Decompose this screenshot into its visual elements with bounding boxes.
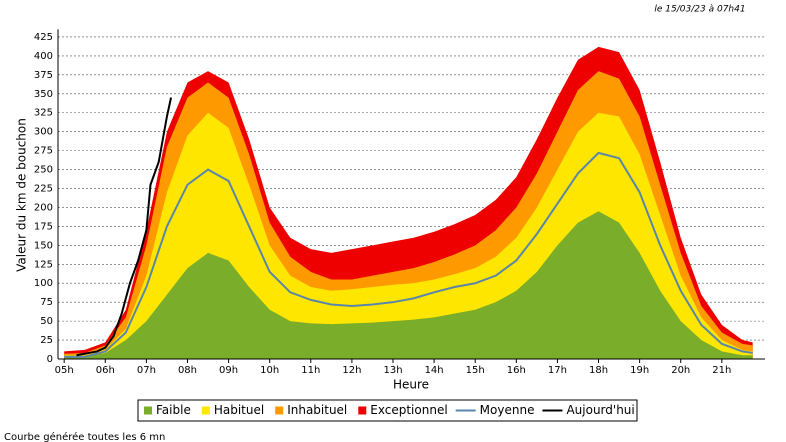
y-tick-label: 225 (34, 184, 53, 195)
y-axis-label: Valeur du km de bouchon (15, 118, 29, 272)
x-tick-label: 18h (589, 365, 608, 376)
x-tick-label: 10h (260, 365, 279, 376)
footer: Courbe générée toutes les 6 mn (4, 431, 165, 442)
legend-swatch (144, 406, 152, 415)
x-tick-label: 12h (342, 365, 361, 376)
legend-label: Inhabituel (287, 403, 347, 417)
y-tick-label: 25 (40, 335, 53, 346)
y-tick-label: 300 (34, 127, 53, 138)
legend-swatch (201, 406, 210, 415)
x-tick-label: 08h (178, 365, 197, 376)
x-tick-label: 09h (219, 365, 238, 376)
line (64, 151, 753, 358)
line (76, 97, 173, 357)
x-tick-label: 20h (671, 365, 690, 376)
x-tick-label: 17h (548, 365, 567, 376)
chart-note: le 15/03/23 à 07h41 (654, 5, 745, 15)
y-tick-label: 125 (34, 259, 53, 270)
y-tick-label: 350 (34, 89, 53, 100)
legend-label: Exceptionnel (370, 403, 447, 417)
y-tick-label: 275 (34, 146, 53, 157)
x-tick-label: 06h (96, 365, 115, 376)
y-tick-label: 75 (40, 297, 53, 308)
y-tick-label: 0 (47, 354, 53, 365)
legend-label: Moyenne (480, 403, 535, 417)
legend-swatch (275, 406, 284, 415)
y-tick-label: 325 (34, 108, 53, 119)
x-tick-label: 13h (383, 365, 402, 376)
y-tick-label: 50 (40, 316, 53, 327)
x-tick-label: 16h (507, 365, 526, 376)
x-tick-label: 07h (137, 365, 156, 376)
area (64, 211, 753, 359)
legend-box (137, 399, 638, 422)
x-tick-label: 05h (55, 365, 74, 376)
y-tick-label: 425 (34, 32, 53, 43)
y-tick-label: 100 (34, 278, 53, 289)
x-tick-label: 19h (630, 365, 649, 376)
x-tick-label: 11h (301, 365, 320, 376)
legend-label: Aujourd'hui (566, 403, 634, 417)
y-tick-label: 175 (34, 221, 53, 232)
y-tick-label: 250 (34, 165, 53, 176)
x-tick-label: 15h (466, 365, 485, 376)
x-tick-label: 21h (712, 365, 731, 376)
legend-label: Habituel (214, 403, 264, 417)
x-axis-label: Heure (393, 378, 429, 392)
y-tick-label: 150 (34, 240, 53, 251)
y-tick-label: 375 (34, 70, 53, 81)
y-tick-label: 200 (34, 202, 53, 213)
legend-label: Faible (156, 403, 191, 417)
x-tick-label: 14h (425, 365, 444, 376)
y-tick-label: 400 (34, 51, 53, 62)
legend-swatch (358, 406, 367, 415)
